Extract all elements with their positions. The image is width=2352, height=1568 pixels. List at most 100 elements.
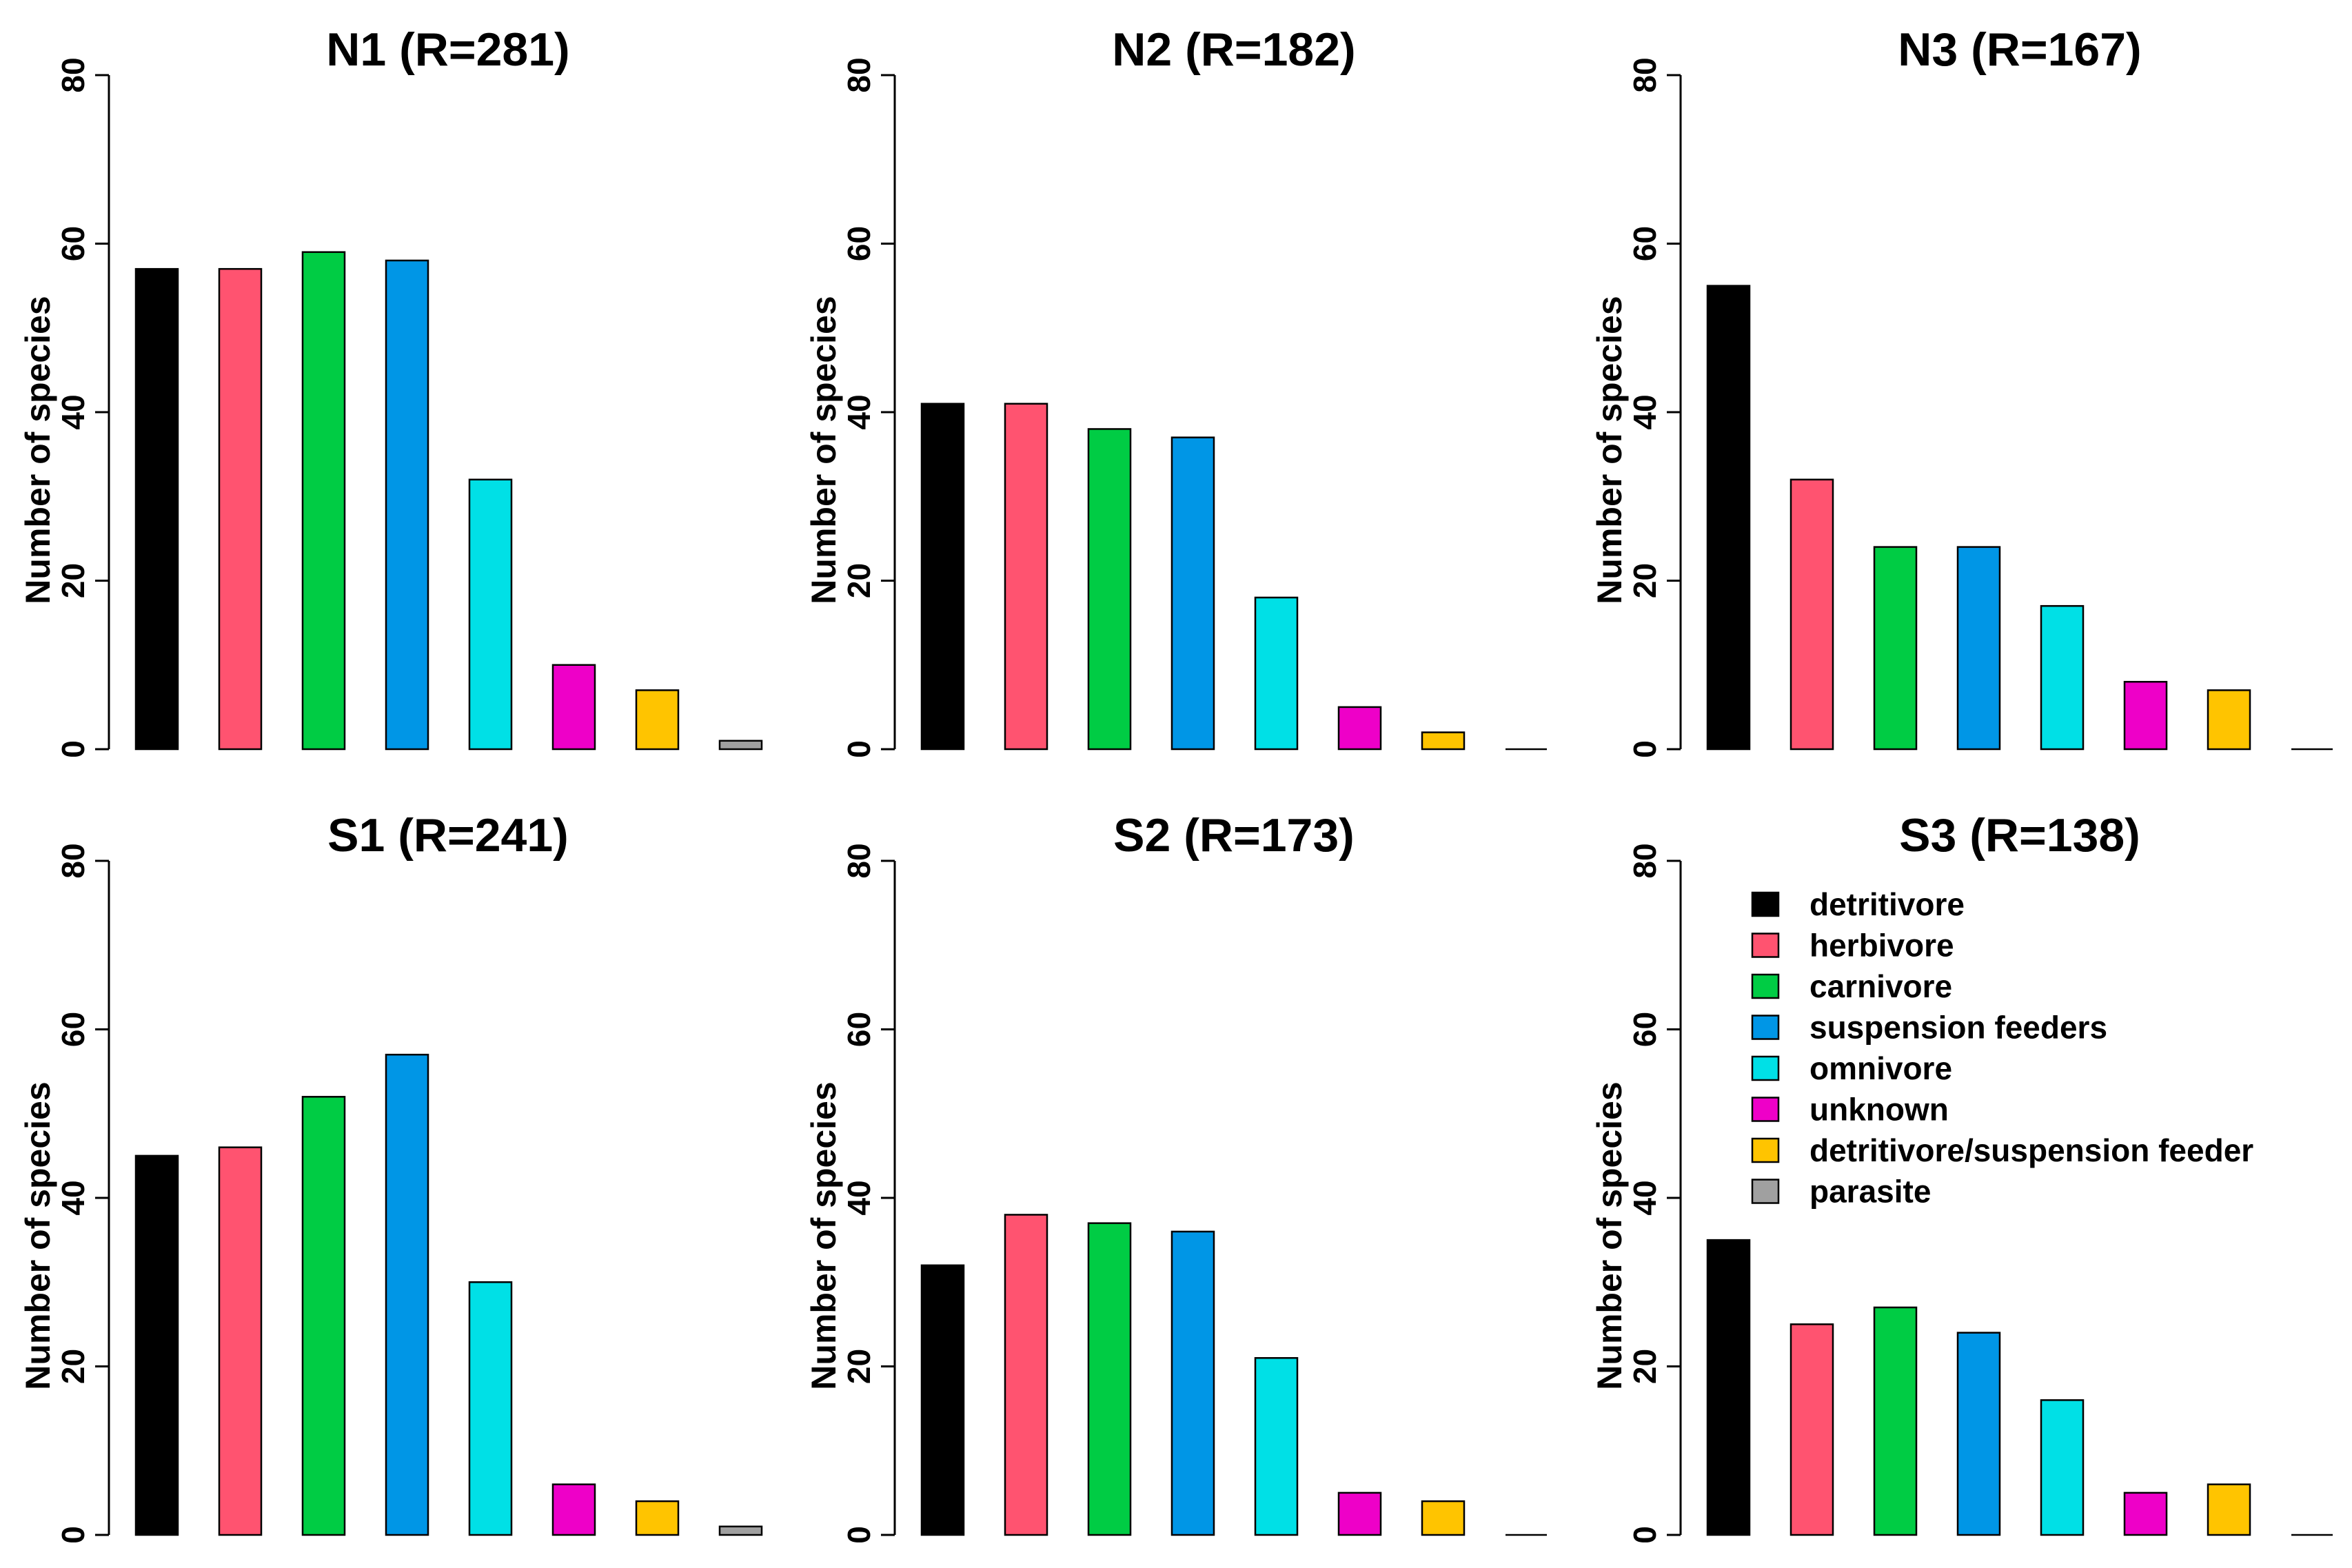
bar-herbivore [218,267,263,751]
bar-detritivore [1706,1239,1751,1536]
y-tick-label: 20 [1627,1349,1663,1384]
y-tick-label: 20 [55,1349,91,1384]
bar-detritivore-suspension-feeder [2207,1483,2251,1536]
bar-detritivore-suspension-feeder [1421,731,1466,751]
y-axis-label: Number of species [804,1081,843,1389]
bar-suspension-feeders [1170,1230,1215,1536]
legend-label: herbivore [1809,928,1954,964]
y-tick-label: 80 [55,57,91,92]
bar-unknown [551,664,596,751]
bar-suspension-feeders [385,1053,429,1536]
bar-carnivore [1087,1222,1132,1536]
y-tick-label: 0 [841,740,877,758]
legend-swatch [1751,1097,1780,1122]
bar-omnivore [1254,596,1299,751]
legend-swatch [1751,891,1780,917]
bar-detritivore [134,267,179,751]
legend-swatch [1751,1055,1780,1081]
y-tick-label: 80 [841,57,877,92]
panel-title: S2 (R=173) [1113,809,1355,862]
y-tick-label: 60 [1627,226,1663,261]
y-axis-label: Number of species [804,296,843,604]
panel-2: N2 (R=182) 0 20 40 60 80 Number of species [804,23,1547,758]
y-tick-label: 0 [1627,1526,1663,1544]
bar-parasite [718,740,763,751]
bar-unknown [2123,1491,2168,1536]
panel-title: N3 (R=167) [1898,23,2141,76]
legend-label: detritivore [1809,886,1965,922]
bar-omnivore [468,478,513,751]
bar-unknown [2123,680,2168,751]
legend-swatch [1751,1015,1780,1040]
y-tick-label: 60 [1627,1012,1663,1047]
panel-1: N1 (R=281) 0 20 40 60 80 Number of species [19,23,763,758]
panel-3: N3 (R=167) 0 20 40 60 80 Number of species [1590,23,2333,758]
y-tick-label: 40 [55,394,91,429]
bar-unknown [551,1483,596,1536]
bar-omnivore [1254,1357,1299,1536]
bar-carnivore [301,1096,346,1536]
y-tick-label: 40 [1627,394,1663,429]
bar-carnivore [1873,1306,1918,1536]
legend-label: omnivore [1809,1050,1952,1086]
y-tick-label: 0 [841,1526,877,1544]
legend-swatch [1751,1137,1780,1163]
y-tick-label: 40 [1627,1180,1663,1215]
y-tick-label: 60 [55,226,91,261]
legend-label: unknown [1809,1092,1949,1128]
bar-detritivore [920,1264,965,1536]
panel-title: N2 (R=182) [1112,23,1355,76]
bar-unknown [1337,706,1382,751]
legend-swatch [1751,1179,1780,1204]
panel-title: N1 (R=281) [326,23,569,76]
legend-label: carnivore [1809,968,1952,1004]
bar-herbivore [1004,403,1048,751]
y-tick-label: 80 [841,843,877,878]
y-tick-label: 60 [841,1012,877,1047]
bar-herbivore [1790,478,1834,751]
y-axis-label: Number of species [1590,1081,1629,1389]
y-tick-label: 20 [841,563,877,598]
y-tick-label: 80 [1627,843,1663,878]
legend-label: detritivore/suspension feeder [1809,1132,2253,1168]
legend-swatch [1751,973,1780,999]
bar-detritivore [920,403,965,751]
y-tick-label: 20 [1627,563,1663,598]
bar-omnivore [2040,604,2085,751]
bar-suspension-feeders [1170,436,1215,751]
bar-suspension-feeders [1956,1332,2001,1536]
bar-carnivore [1873,546,1918,751]
y-axis-label: Number of species [19,296,57,604]
bar-herbivore [218,1146,263,1536]
bar-unknown [1337,1491,1382,1536]
y-tick-label: 20 [841,1349,877,1384]
y-tick-label: 0 [55,740,91,758]
bar-detritivore [1706,285,1751,751]
bar-detritivore-suspension-feeder [1421,1500,1466,1536]
y-tick-label: 60 [55,1012,91,1047]
bar-carnivore [1087,428,1132,751]
y-tick-label: 40 [841,394,877,429]
panel-title: S1 (R=241) [327,809,569,862]
y-tick-label: 40 [55,1180,91,1215]
bar-suspension-feeders [385,259,429,751]
y-tick-label: 0 [1627,740,1663,758]
panel-4: S1 (R=241) 0 20 40 60 80 Number of species [19,809,763,1544]
legend-label: parasite [1809,1174,1931,1210]
legend-swatch [1751,933,1780,958]
bar-detritivore [134,1154,179,1536]
bar-suspension-feeders [1956,546,2001,751]
legend-label: suspension feeders [1809,1010,2107,1046]
y-tick-label: 0 [55,1526,91,1544]
bar-detritivore-suspension-feeder [635,689,680,751]
y-axis-label: Number of species [1590,296,1629,604]
bar-herbivore [1004,1214,1048,1536]
y-axis-label: Number of species [19,1081,57,1389]
bar-herbivore [1790,1323,1834,1536]
bar-detritivore-suspension-feeder [635,1500,680,1536]
y-tick-label: 60 [841,226,877,261]
bar-omnivore [468,1281,513,1536]
panel-5: S2 (R=173) 0 20 40 60 80 Number of species [804,809,1547,1544]
bar-carnivore [301,251,346,751]
